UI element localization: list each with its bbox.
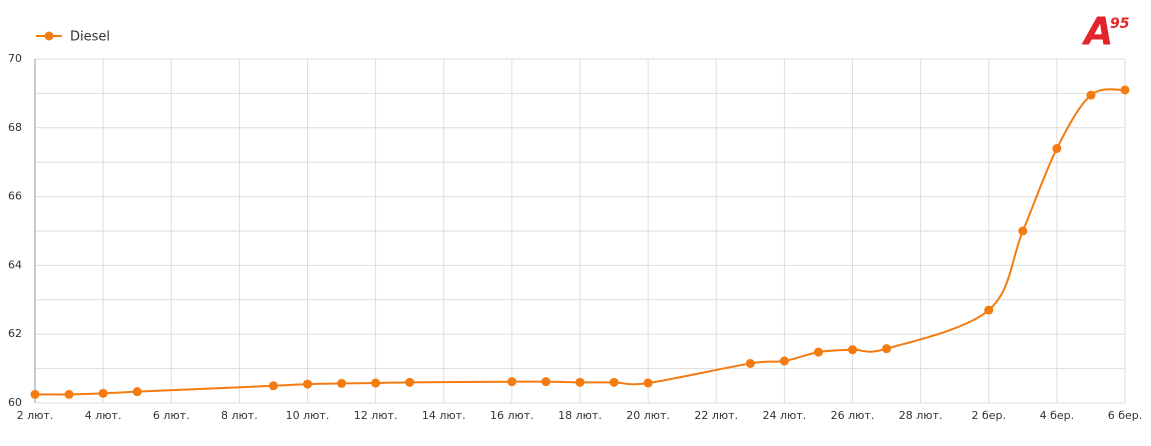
point xyxy=(337,378,347,388)
y-tick-label: 62 xyxy=(8,327,22,340)
x-tick-label: 4 лют. xyxy=(85,409,122,422)
x-tick-label: 12 лют. xyxy=(354,409,398,422)
point xyxy=(371,378,381,388)
y-tick-label: 68 xyxy=(8,121,22,134)
x-tick-label: 10 лют. xyxy=(286,409,330,422)
point xyxy=(575,377,585,387)
x-tick-label: 28 лют. xyxy=(899,409,943,422)
y-tick-label: 70 xyxy=(8,52,22,65)
x-tick-label: 18 лют. xyxy=(558,409,602,422)
point xyxy=(984,305,994,315)
point xyxy=(541,377,551,387)
logo: A 95 xyxy=(1081,10,1130,54)
point xyxy=(745,358,755,368)
y-tick-label: 60 xyxy=(8,396,22,409)
y-tick-label: 66 xyxy=(8,190,22,203)
x-tick-label: 16 лют. xyxy=(490,409,534,422)
point xyxy=(1120,85,1130,95)
logo-number: 95 xyxy=(1110,16,1130,32)
point xyxy=(303,379,312,389)
point xyxy=(813,347,823,357)
point xyxy=(98,388,108,398)
x-tick-label: 8 лют. xyxy=(221,409,258,422)
point xyxy=(405,377,415,387)
point xyxy=(1052,143,1062,153)
x-tick-label: 26 лют. xyxy=(831,409,875,422)
point xyxy=(643,378,653,388)
x-tick-label: 2 лют. xyxy=(17,409,54,422)
point xyxy=(64,389,74,399)
legend-dot xyxy=(44,31,54,41)
y-tick-label: 64 xyxy=(8,258,22,271)
point xyxy=(1018,226,1028,236)
point xyxy=(132,387,142,397)
point xyxy=(268,381,278,391)
series-line xyxy=(34,88,1126,396)
x-tick-label: 6 бер. xyxy=(1108,409,1143,422)
point xyxy=(1086,90,1096,100)
point xyxy=(848,345,857,355)
point xyxy=(882,344,892,354)
legend-label: Diesel xyxy=(70,30,110,45)
x-tick-label: 24 лют. xyxy=(763,409,807,422)
x-tick-label: 6 лют. xyxy=(153,409,190,422)
x-tick-label: 20 лют. xyxy=(626,409,670,422)
point xyxy=(30,389,40,399)
x-tick-label: 14 лют. xyxy=(422,409,466,422)
point xyxy=(507,377,517,387)
point xyxy=(779,356,789,366)
x-tick-label: 22 лют. xyxy=(694,409,738,422)
logo-letter: A xyxy=(1081,10,1113,54)
x-tick-label: 4 бер. xyxy=(1040,409,1075,422)
point xyxy=(609,377,619,387)
x-tick-label: 2 бер. xyxy=(971,409,1006,422)
